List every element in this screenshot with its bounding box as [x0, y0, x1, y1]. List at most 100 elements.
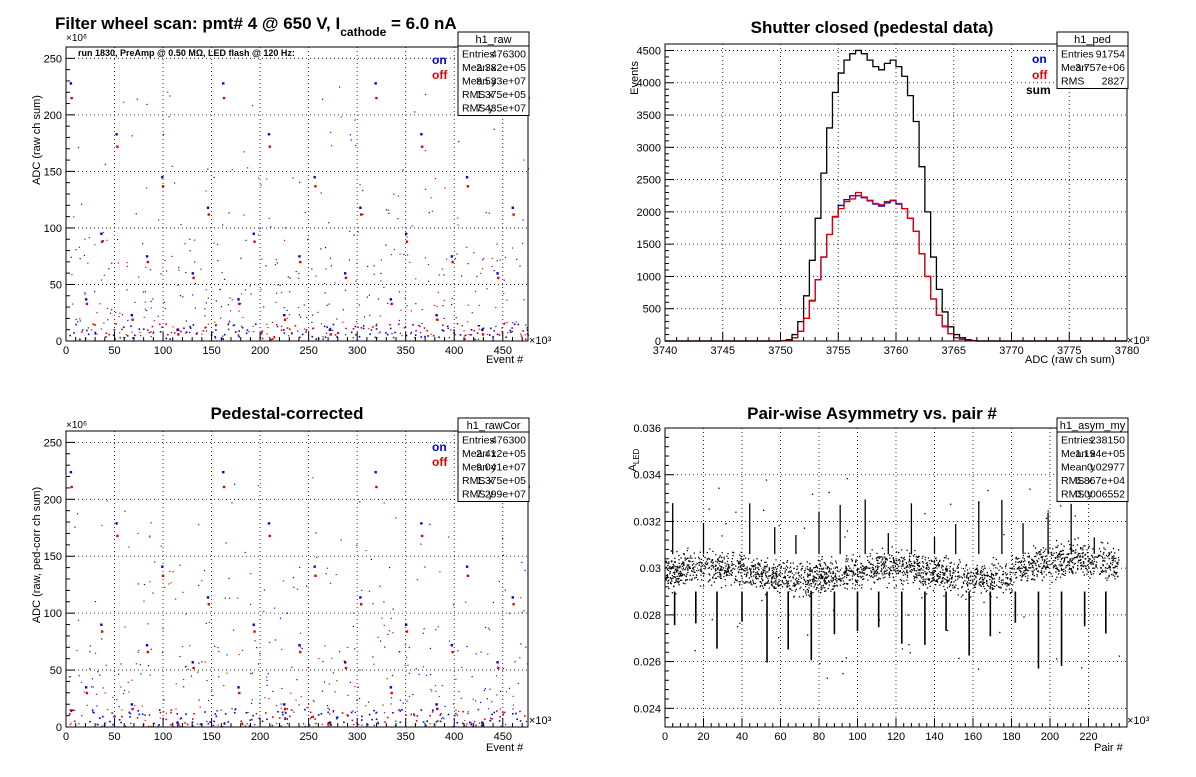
on-cluster: [298, 255, 301, 258]
scatter-point: [474, 338, 476, 341]
scatter-point: [492, 601, 494, 604]
scatter-point: [349, 134, 351, 136]
on-cluster: [389, 686, 393, 689]
legend-on: on: [1032, 52, 1047, 66]
scatter-point: [470, 723, 473, 726]
scatter-point: [461, 275, 463, 277]
off-cluster: [299, 650, 302, 654]
off-cluster: [253, 630, 256, 633]
asymmetry-outlier: [807, 634, 809, 636]
scatter-point: [332, 329, 334, 332]
scatter-point: [222, 338, 225, 340]
scatter-point: [286, 612, 289, 614]
scatter-point: [161, 651, 164, 654]
scatter-point: [324, 336, 327, 339]
scatter-point: [101, 725, 103, 727]
scatter-point: [426, 720, 429, 723]
scatter-point: [483, 689, 486, 691]
scatter-point: [456, 322, 459, 325]
scatter-point: [457, 217, 459, 219]
on-cluster: [237, 686, 240, 689]
scatter-point: [185, 331, 188, 333]
scatter-point: [186, 723, 189, 726]
scatter-point: [309, 711, 312, 714]
scatter-point: [311, 327, 314, 330]
scatter-point: [311, 268, 313, 270]
scatter-point: [362, 325, 365, 327]
asymmetry-outlier: [841, 660, 844, 663]
scatter-point: [416, 715, 419, 717]
scatter-point: [393, 248, 395, 251]
scatter-point: [458, 690, 460, 693]
scatter-point: [138, 713, 141, 716]
off-cluster: [238, 691, 241, 695]
scatter-point: [432, 334, 435, 337]
panel-raw-y-exponent: ×10⁶: [66, 33, 87, 44]
scatter-point: [343, 721, 345, 724]
scatter-point: [258, 234, 260, 236]
scatter-point: [162, 134, 165, 136]
scatter-point: [240, 720, 243, 722]
scatter-point: [473, 329, 476, 332]
scatter-point: [403, 253, 405, 256]
scatter-point: [444, 705, 446, 708]
scatter-point: [456, 253, 458, 255]
scatter-point: [266, 178, 268, 180]
scatter-point: [420, 332, 422, 334]
scatter-point: [270, 226, 272, 228]
scatter-point: [246, 723, 248, 725]
scatter-point: [329, 327, 332, 330]
scatter-point: [404, 644, 406, 646]
scatter-point: [202, 330, 205, 332]
scatter-point: [276, 292, 278, 294]
x-tick-label: 350: [397, 345, 415, 357]
x-tick-label: 20: [697, 731, 709, 743]
on-cluster: [343, 661, 347, 664]
scatter-point: [378, 332, 380, 334]
scatter-point: [475, 290, 477, 293]
scatter-point: [254, 323, 257, 325]
asymmetry-outlier: [1047, 510, 1049, 512]
asymmetry-outlier: [1056, 658, 1058, 660]
scatter-point: [373, 265, 375, 267]
scatter-point: [192, 324, 195, 326]
scatter-point: [312, 699, 315, 702]
asymmetry-outlier: [736, 625, 739, 628]
scatter-point: [136, 98, 138, 100]
scatter-point: [416, 579, 418, 581]
scatter-point: [455, 317, 457, 319]
scatter-point: [147, 665, 150, 667]
scatter-point: [478, 328, 480, 330]
scatter-point: [442, 716, 444, 718]
scatter-point: [102, 715, 104, 718]
off-cluster: [192, 276, 195, 280]
scatter-point: [511, 247, 514, 249]
scatter-point: [523, 299, 525, 301]
scatter-point: [144, 714, 146, 717]
scatter-point: [490, 327, 492, 330]
off-cluster: [497, 276, 500, 280]
asymmetry-outlier: [828, 491, 830, 494]
on-cluster: [69, 82, 73, 85]
scatter-point: [356, 262, 358, 265]
on-cluster: [404, 623, 408, 626]
on-cluster: [435, 703, 438, 706]
scatter-point: [81, 331, 83, 333]
scatter-point: [251, 699, 253, 701]
scatter-point: [467, 263, 469, 265]
scatter-point: [464, 338, 466, 340]
scatter-point: [212, 694, 214, 697]
scatter-point: [123, 326, 125, 329]
scatter-point: [159, 717, 161, 719]
scatter-point: [195, 333, 198, 335]
scatter-point: [217, 724, 219, 726]
scatter-point: [249, 719, 252, 721]
scatter-point: [248, 725, 251, 727]
scatter-point: [108, 333, 110, 336]
scatter-point: [375, 718, 378, 720]
scatter-point: [398, 319, 400, 322]
scatter-point: [504, 589, 507, 591]
stats-box-name: h1_rawCor: [467, 420, 521, 432]
scatter-point: [340, 116, 343, 118]
scatter-point: [161, 326, 164, 329]
